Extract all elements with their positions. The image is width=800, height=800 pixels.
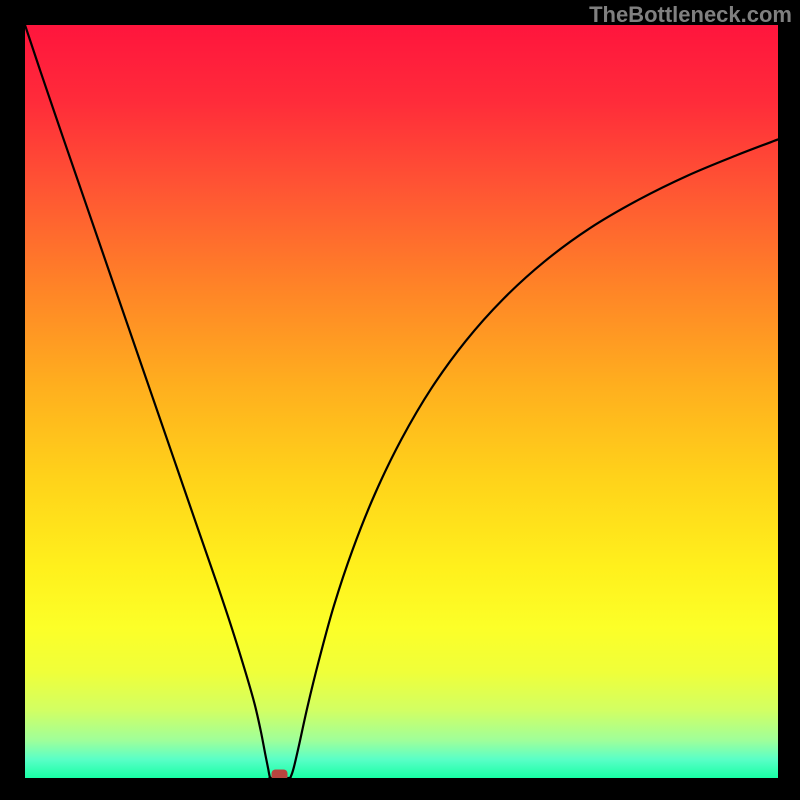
watermark-text: TheBottleneck.com	[589, 2, 792, 28]
curve-path	[25, 25, 778, 778]
bottleneck-curve	[25, 25, 778, 778]
minimum-marker	[272, 770, 288, 779]
plot-area	[25, 25, 778, 778]
chart-container: TheBottleneck.com	[0, 0, 800, 800]
